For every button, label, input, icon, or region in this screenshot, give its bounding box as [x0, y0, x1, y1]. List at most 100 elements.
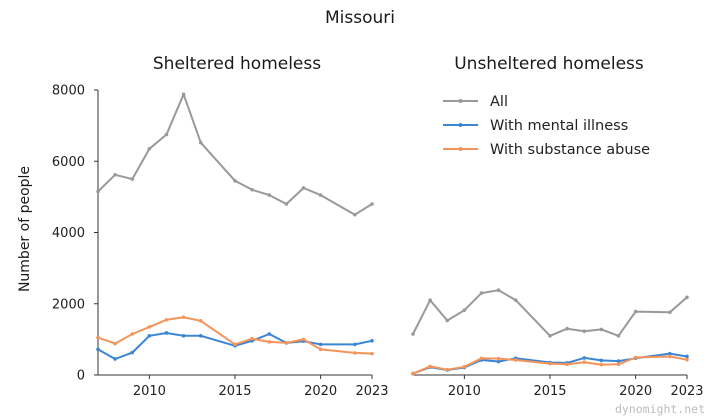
data-point-with-mental-illness	[318, 342, 323, 347]
data-point-with-mental-illness	[616, 359, 621, 363]
data-point-with-substance-abuse	[113, 341, 117, 346]
data-point-with-substance-abuse	[428, 364, 432, 369]
legend-label-with-mental-illness: With mental illness	[490, 118, 628, 134]
data-point-all	[685, 295, 689, 300]
data-point-with-mental-illness	[130, 350, 135, 355]
data-point-all	[353, 212, 357, 217]
data-point-all	[616, 334, 621, 338]
left-plot-area: 2010 2015 2020 2023 0 2000 4000 6000 8000	[52, 84, 389, 400]
data-point-all	[198, 140, 203, 145]
data-point-with-substance-abuse	[513, 358, 518, 362]
data-point-with-mental-illness	[198, 334, 203, 338]
data-point-with-substance-abuse	[353, 351, 357, 355]
x-tick-label: 2010	[133, 384, 166, 399]
legend-marker-with-mental-illness	[458, 123, 463, 127]
data-point-all	[181, 92, 186, 97]
data-point-with-substance-abuse	[130, 332, 135, 336]
legend-marker-with-substance-abuse	[458, 147, 463, 151]
data-point-all	[147, 146, 152, 151]
legend: All With mental illness With substance abu…	[443, 94, 650, 158]
data-point-with-substance-abuse	[445, 367, 450, 372]
data-point-with-substance-abuse	[267, 340, 272, 344]
data-point-with-substance-abuse	[96, 335, 100, 340]
data-point-with-substance-abuse	[370, 351, 374, 356]
data-point-all	[267, 193, 272, 197]
data-point-with-substance-abuse	[250, 336, 254, 341]
data-point-with-substance-abuse	[565, 362, 569, 367]
data-point-with-substance-abuse	[181, 315, 186, 320]
data-point-all	[599, 327, 604, 332]
data-point-all	[462, 308, 467, 312]
data-point-with-substance-abuse	[582, 360, 587, 364]
data-point-with-substance-abuse	[164, 317, 169, 322]
data-point-all	[301, 186, 306, 190]
data-point-with-substance-abuse	[668, 354, 672, 359]
data-point-with-mental-illness	[113, 357, 117, 361]
data-point-with-substance-abuse	[411, 371, 415, 376]
y-tick-label: 4000	[52, 226, 85, 241]
data-point-all	[284, 202, 289, 206]
y-tick-label: 2000	[52, 297, 85, 312]
data-point-all	[318, 193, 323, 197]
data-point-all	[411, 332, 415, 336]
data-point-with-substance-abuse	[462, 365, 467, 369]
data-point-all	[479, 291, 484, 295]
data-point-with-substance-abuse	[198, 319, 203, 323]
data-point-all	[565, 326, 569, 331]
data-point-with-mental-illness	[582, 356, 587, 360]
data-point-with-substance-abuse	[479, 356, 484, 361]
data-point-all	[370, 202, 374, 206]
data-point-all	[428, 298, 432, 302]
data-point-with-substance-abuse	[147, 325, 152, 329]
x-tick-label: 2010	[448, 384, 481, 399]
series-line-with-substance-abuse	[97, 316, 373, 355]
data-point-all	[668, 310, 672, 315]
data-point-with-mental-illness	[496, 359, 501, 364]
data-point-all	[96, 189, 100, 194]
watermark-text: dynomight.net	[615, 402, 705, 416]
data-point-with-mental-illness	[599, 358, 604, 363]
y-tick-label: 6000	[52, 155, 85, 170]
data-point-all	[113, 172, 117, 177]
x-tick-label: 2023	[670, 384, 703, 399]
y-axis-label: Number of people	[17, 166, 33, 292]
legend-marker-all	[458, 99, 463, 103]
y-tick-label: 0	[77, 369, 85, 384]
data-point-with-substance-abuse	[633, 355, 638, 360]
data-point-with-mental-illness	[181, 334, 186, 338]
data-point-with-mental-illness	[267, 332, 272, 336]
right-plot-area: 2010 2015 2020 2023	[411, 288, 704, 399]
data-point-all	[513, 298, 518, 302]
legend-label-with-substance-abuse: With substance abuse	[490, 142, 650, 158]
data-point-all	[582, 329, 587, 333]
y-tick-label: 8000	[52, 84, 85, 99]
x-tick-label: 2020	[619, 384, 652, 399]
x-tick-label: 2023	[355, 384, 388, 399]
data-point-with-mental-illness	[370, 339, 374, 343]
data-point-with-substance-abuse	[318, 347, 323, 352]
data-point-all	[548, 334, 552, 338]
x-tick-label: 2020	[304, 384, 337, 399]
x-tick-label: 2015	[218, 384, 251, 399]
data-point-with-mental-illness	[353, 342, 357, 347]
data-point-all	[233, 179, 237, 183]
data-point-all	[250, 187, 254, 192]
data-point-with-mental-illness	[96, 347, 100, 352]
data-point-all	[445, 318, 450, 323]
data-point-all	[633, 309, 638, 314]
data-point-all	[496, 288, 501, 293]
x-tick-label: 2015	[533, 384, 566, 399]
data-point-with-mental-illness	[685, 354, 689, 359]
legend-label-all: All	[490, 94, 508, 110]
data-point-with-substance-abuse	[233, 342, 237, 347]
right-panel-title: Unsheltered homeless	[454, 54, 644, 74]
data-point-with-mental-illness	[164, 331, 169, 335]
series-line-all	[97, 93, 373, 216]
series-line-all	[412, 289, 688, 337]
data-point-with-mental-illness	[147, 334, 152, 338]
data-point-with-substance-abuse	[301, 337, 306, 342]
data-point-all	[164, 132, 169, 137]
data-point-with-substance-abuse	[599, 362, 604, 367]
left-panel-title: Sheltered homeless	[153, 54, 321, 74]
